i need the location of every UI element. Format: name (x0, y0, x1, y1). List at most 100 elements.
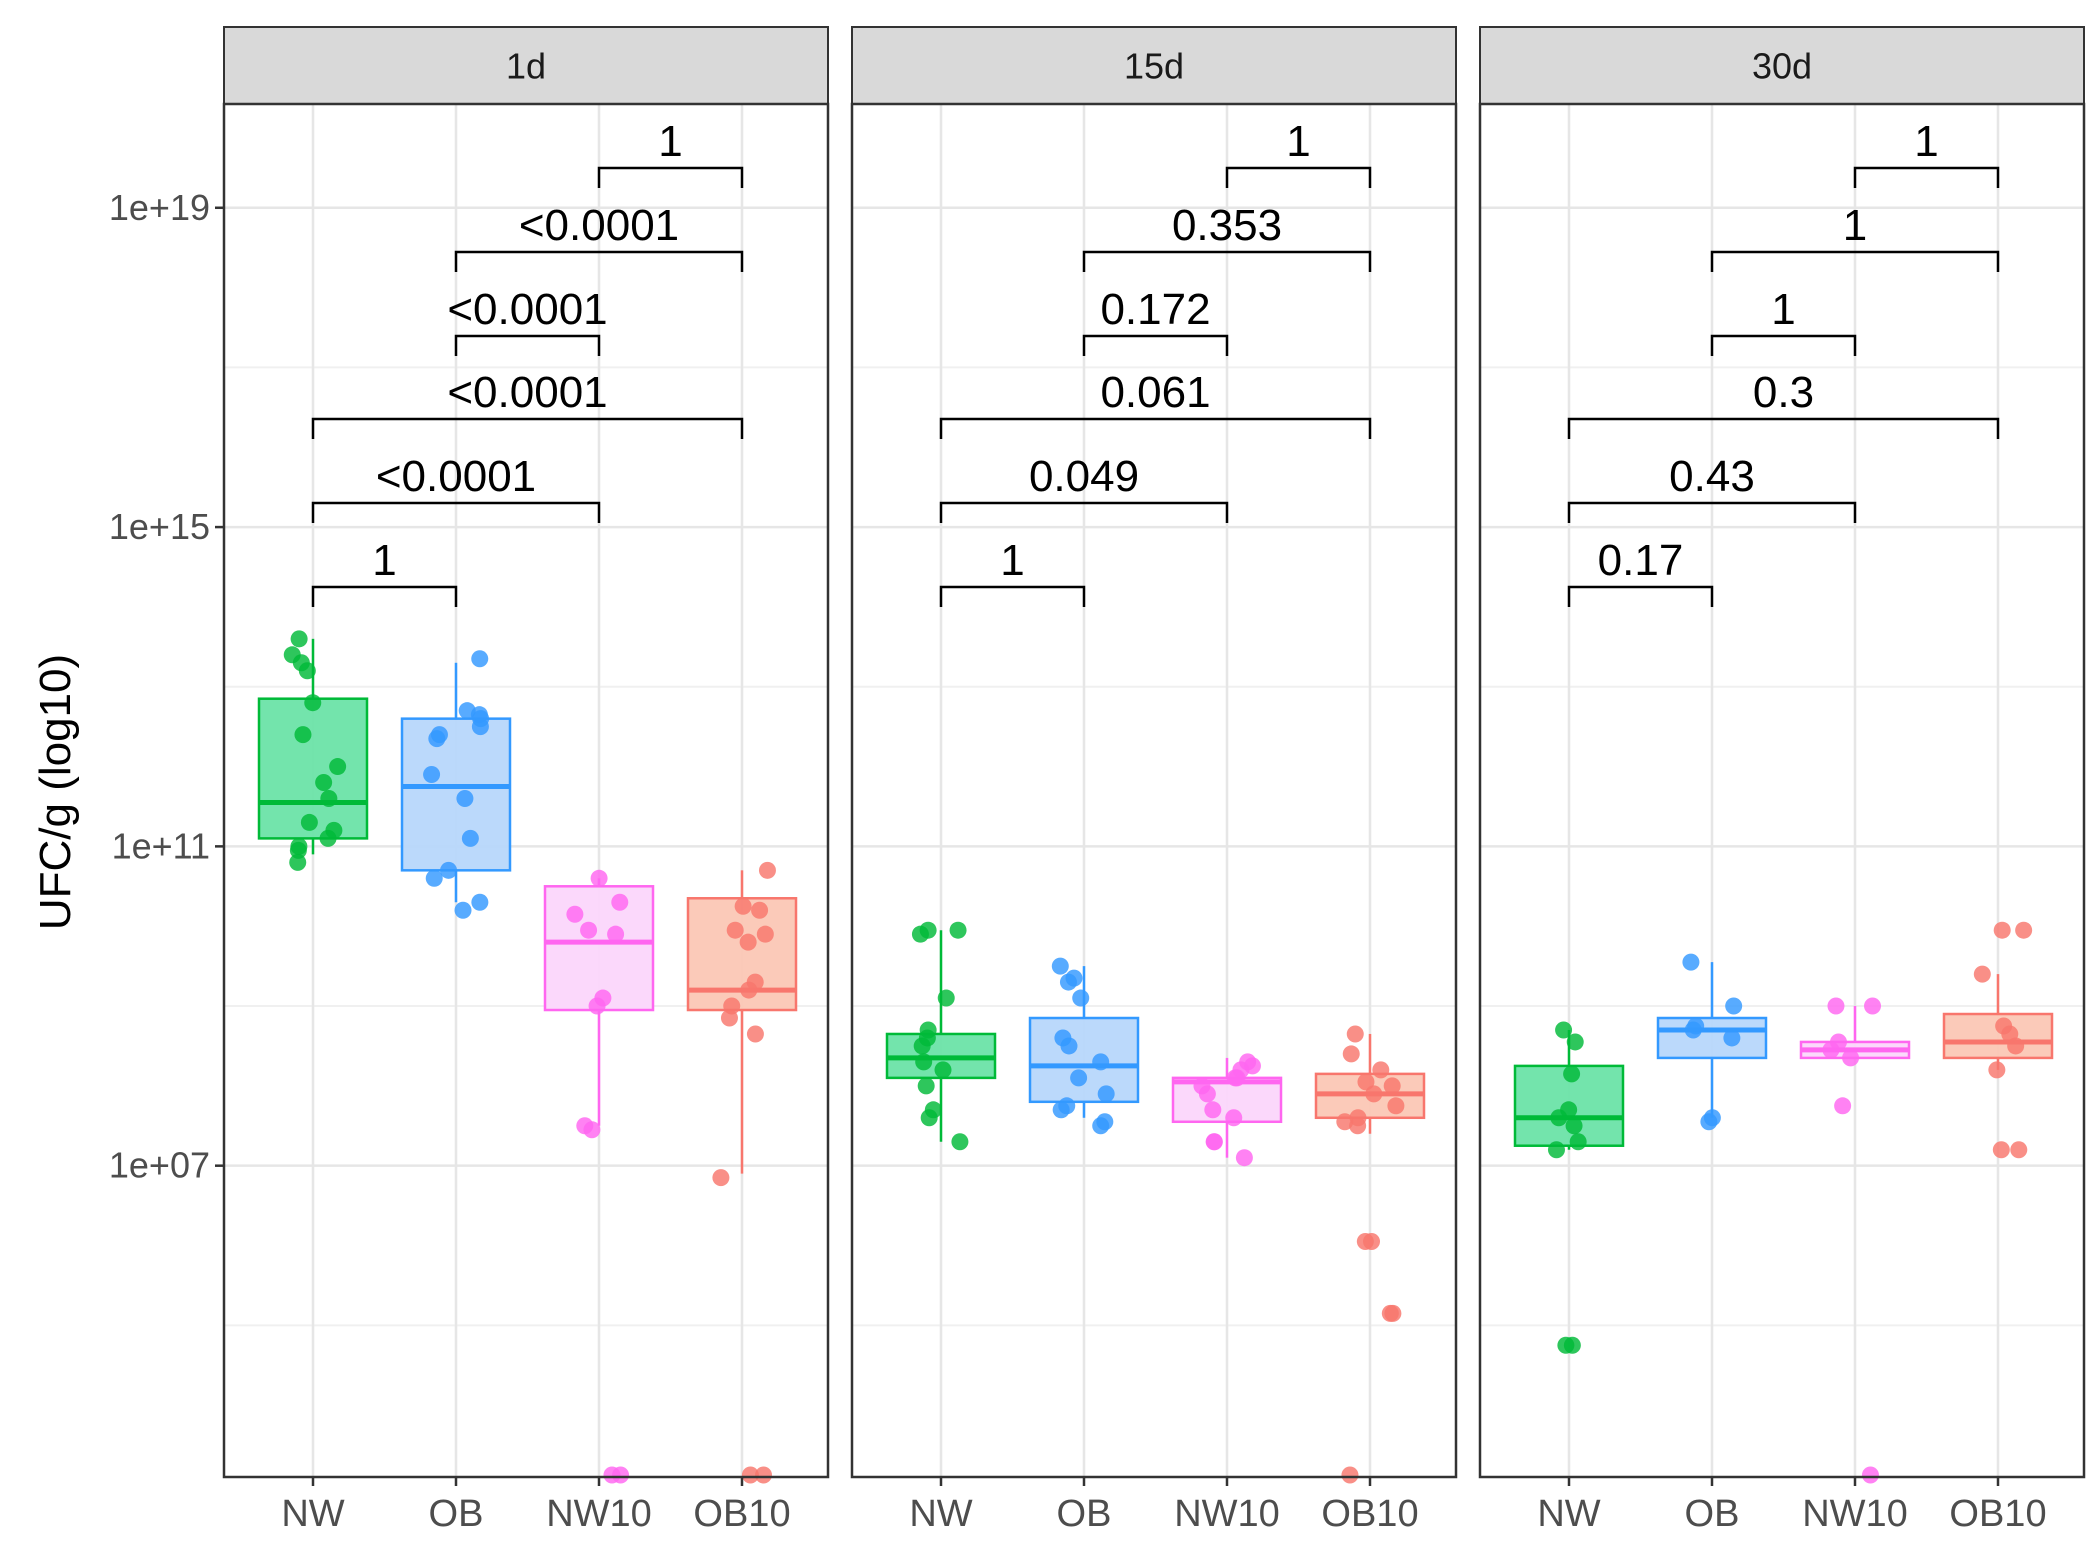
data-point (607, 925, 625, 943)
data-point (2010, 1141, 2028, 1159)
y-tick-label: 1e+19 (109, 187, 210, 228)
data-point (1842, 1049, 1860, 1067)
data-point (920, 1109, 938, 1127)
data-point (1555, 1021, 1573, 1039)
comparison-bracket: 1 (597, 117, 744, 188)
data-point (758, 861, 776, 879)
data-point (440, 861, 458, 879)
data-point (2015, 921, 2033, 939)
data-point (461, 829, 479, 847)
data-point (1565, 1117, 1583, 1135)
p-value-label: 0.17 (1598, 536, 1684, 585)
data-point (1097, 1085, 1115, 1103)
y-axis: 1e+07 1e+11 1e+15 1e+19 (109, 187, 224, 1186)
x-tick-label: NW10 (1174, 1493, 1280, 1535)
bracket-line (1853, 166, 2000, 188)
bracket-line (1710, 250, 2000, 272)
p-value-label: 0.049 (1029, 452, 1139, 501)
data-point (1550, 1109, 1568, 1127)
strip-background (1479, 26, 2085, 105)
bracket-line (311, 585, 458, 607)
bracket-line (1567, 501, 1857, 523)
strip-label: 30d (1752, 46, 1812, 87)
comparison-bracket: 0.43 (1567, 452, 1857, 523)
data-point (1205, 1133, 1223, 1151)
data-point (1547, 1141, 1565, 1159)
x-tick-label: NW (1537, 1493, 1600, 1535)
data-point (1070, 1069, 1088, 1087)
box-iqr (543, 885, 655, 1012)
data-point (1365, 1085, 1383, 1103)
x-tick-label: NW10 (1802, 1493, 1908, 1535)
bracket-line (311, 501, 601, 523)
box-OB (1028, 966, 1140, 1118)
comparison-bracket: 0.172 (1082, 285, 1229, 356)
data-point (1723, 1029, 1741, 1047)
data-point (712, 1169, 730, 1187)
data-point (1198, 1085, 1216, 1103)
data-point (1563, 1065, 1581, 1083)
data-point (751, 901, 769, 919)
data-point (319, 829, 337, 847)
x-tick-label: NW (909, 1493, 972, 1535)
bracket-line (939, 585, 1086, 607)
box-NW10 (543, 878, 655, 1126)
x-tick-label: OB (1057, 1493, 1112, 1535)
data-point (1992, 1141, 2010, 1159)
data-point (590, 869, 608, 887)
data-point (320, 789, 338, 807)
comparison-bracket: 1 (1710, 285, 1857, 356)
p-value-label: 0.3 (1753, 368, 1814, 417)
data-point (471, 893, 489, 911)
bracket-line (1082, 250, 1372, 272)
bracket-line (454, 250, 744, 272)
data-point (746, 1025, 764, 1043)
box-OB (400, 662, 512, 903)
x-tick-label: OB (1685, 1493, 1740, 1535)
data-point (915, 1053, 933, 1071)
x-tick-label: OB10 (693, 1493, 790, 1535)
data-point (741, 1466, 759, 1484)
data-point (456, 789, 474, 807)
strip-label: 15d (1124, 46, 1184, 87)
bracket-line (1225, 166, 1372, 188)
p-value-label: <0.0001 (447, 368, 607, 417)
p-value-label: 0.43 (1669, 452, 1755, 501)
data-point (1372, 1061, 1390, 1079)
box-iqr (1656, 1016, 1768, 1060)
box-iqr (1028, 1016, 1140, 1104)
comparison-bracket: 0.17 (1567, 536, 1714, 607)
data-point (1700, 1113, 1718, 1131)
data-point (1204, 1101, 1222, 1119)
data-point (1051, 957, 1069, 975)
data-point (471, 650, 489, 668)
data-point (1864, 997, 1882, 1015)
data-point (1381, 1304, 1399, 1322)
data-point (937, 989, 955, 1007)
data-point (1557, 1336, 1575, 1354)
panel-1d: 1d 1 <0.0001 <0.0001 <0.0001 <0.0001 1 NW OB NW10… (222, 26, 830, 1535)
data-point (1993, 921, 2011, 939)
data-point (755, 1466, 773, 1484)
p-value-label: 1 (1286, 117, 1310, 166)
data-point (1092, 1053, 1110, 1071)
p-value-label: 0.353 (1172, 201, 1282, 250)
data-point (756, 925, 774, 943)
panel-border (222, 102, 830, 1479)
data-point (1822, 1041, 1840, 1059)
p-value-label: <0.0001 (447, 285, 607, 334)
comparison-bracket: <0.0001 (311, 452, 601, 523)
data-point (612, 1466, 630, 1484)
strip-background (223, 26, 829, 105)
p-value-label: 1 (372, 536, 396, 585)
data-point (1988, 1061, 2006, 1079)
comparison-bracket: 0.3 (1567, 368, 2000, 439)
x-tick-label: OB10 (1949, 1493, 2046, 1535)
data-point (917, 1077, 935, 1095)
data-point (1861, 1466, 1879, 1484)
comparison-bracket: 1 (1710, 201, 2000, 272)
data-point (289, 853, 307, 871)
